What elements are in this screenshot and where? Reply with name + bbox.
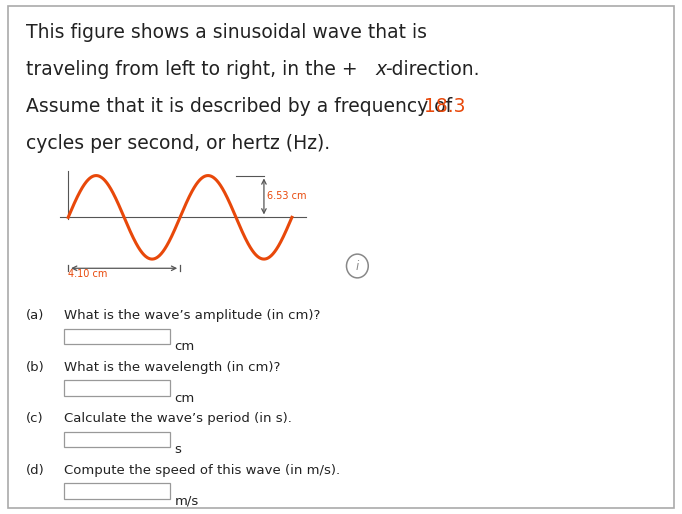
Text: s: s xyxy=(175,443,181,456)
Text: Assume that it is described by a frequency of: Assume that it is described by a frequen… xyxy=(26,97,458,116)
Text: 18.3: 18.3 xyxy=(424,97,465,116)
Text: x: x xyxy=(376,60,387,79)
Text: (d): (d) xyxy=(26,464,44,476)
Text: cm: cm xyxy=(175,392,195,405)
Text: What is the wavelength (in cm)?: What is the wavelength (in cm)? xyxy=(64,361,280,374)
Text: (c): (c) xyxy=(26,412,44,425)
Text: (b): (b) xyxy=(26,361,44,374)
Text: i: i xyxy=(356,261,359,273)
Text: 4.10 cm: 4.10 cm xyxy=(68,269,108,280)
Text: cycles per second, or hertz (Hz).: cycles per second, or hertz (Hz). xyxy=(26,134,330,153)
Text: cm: cm xyxy=(175,340,195,353)
Text: m/s: m/s xyxy=(175,494,199,507)
Text: traveling from left to right, in the +: traveling from left to right, in the + xyxy=(26,60,357,79)
Text: 6.53 cm: 6.53 cm xyxy=(267,191,307,201)
Text: What is the wave’s amplitude (in cm)?: What is the wave’s amplitude (in cm)? xyxy=(64,309,321,322)
Text: Compute the speed of this wave (in m/s).: Compute the speed of this wave (in m/s). xyxy=(64,464,340,476)
Text: Calculate the wave’s period (in s).: Calculate the wave’s period (in s). xyxy=(64,412,292,425)
Text: (a): (a) xyxy=(26,309,44,322)
Text: -direction.: -direction. xyxy=(385,60,479,79)
Text: This figure shows a sinusoidal wave that is: This figure shows a sinusoidal wave that… xyxy=(26,23,427,42)
